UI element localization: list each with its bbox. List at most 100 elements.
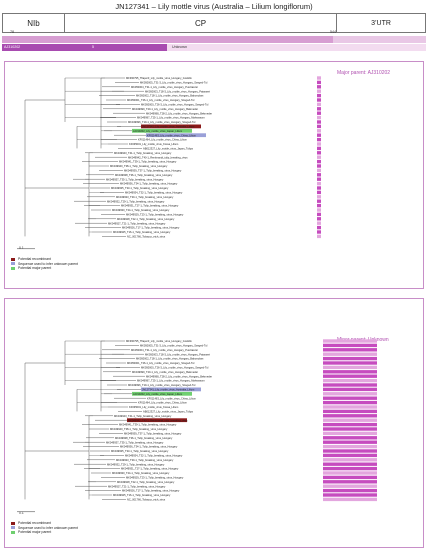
sequence-stripe [323,387,377,392]
taxon-label: MK050000_T26-3_Lily_mottle_virus_Hungary… [141,103,209,107]
taxon-label: MK049999_T20-1_Lily_mottle_virus_Hungary… [132,107,198,111]
parent-bar: AJ310202 5 Unknown [2,44,426,51]
taxon-label: MK050001_T26-1_Lily_mottle_virus_Hungary… [127,98,195,102]
highlight-box [141,387,201,392]
sequence-stripe [317,217,321,221]
legend-item: Potential major parent [11,266,78,271]
taxon-label: MK049931_T27-1_Tulip_breaking_virus_Hung… [121,467,179,471]
taxon-label: MK049997_T25-1_Lily_mottle_virus_Hungary… [137,116,205,120]
recombinant-bar-fill [2,36,333,43]
sequence-stripe [323,449,377,453]
taxon-label: MK049943_T41-1_Tulip_breaking_virus_Hung… [114,414,172,418]
taxon-label: JN127341_Lily_mottle_virus_Australia_Lil… [142,125,194,129]
highlight-box [132,391,192,396]
sequence-stripe [323,422,377,427]
sequence-stripe [317,76,321,80]
sequence-stripe [323,378,377,383]
sequence-stripe [317,208,321,212]
panel-title: Major parent: AJ310202 [337,70,391,76]
taxon-label: KF011463_Lily_mottle_virus_China_Lilium [147,396,196,400]
taxon-label: MK049933_T30-1_Tulip_breaking_virus_Hung… [116,458,174,462]
taxon-label: MK049938_T36-1_Tulip_breaking_virus_Hung… [115,436,173,440]
sequence-stripe [317,151,321,155]
legend-swatch [11,530,15,534]
genome-region-cp: CP [65,14,337,32]
phylogenetic-tree: MF360795_Tflaper3_Lily_mottle_virus_Hung… [17,76,321,250]
sequence-stripe [323,440,377,444]
sequence-stripe [317,181,321,186]
taxon-label: MK049930_T24-1_Tulip_breaking_virus_Hung… [112,208,170,212]
taxon-label: MK049938_T36-1_Tulip_breaking_virus_Hung… [115,173,173,177]
taxon-label: AJ310202_Lily_mottle_virus_Japan_Lilium [133,129,182,133]
legend-swatch [11,521,15,525]
sequence-stripe [317,159,321,164]
figure-title: JN127341 – Lily mottle virus (Australia … [115,2,313,11]
highlight-box [127,418,187,423]
sequence-stripe [323,365,377,370]
sequence-stripe [323,427,377,431]
sequence-stripe [323,392,377,396]
sequence-stripe [323,493,377,497]
taxon-label: MK049940_T38-1_Tulip_breaking_virus_Hung… [110,427,168,431]
taxon-label: MK049928_T22-1_Tulip_breaking_virus_Hung… [117,217,175,221]
taxon-label: AB012327_Lily_mottle_virus_Japan_Tulipa [143,147,193,151]
sequence-stripe [317,225,321,230]
sequence-stripe [317,186,321,190]
legend-swatch [11,526,15,530]
sequence-stripe [317,80,321,85]
legend-item: Potential recombinant [11,257,78,262]
taxon-label: MK049925_T16-1_Tulip_breaking_virus_Hung… [113,493,171,497]
taxon-label: MF360795_Tflaper3_Lily_mottle_virus_Hung… [126,339,192,343]
highlight-box [132,128,192,133]
taxon-label: MK049929_T23-1_Tulip_breaking_virus_Hung… [126,213,184,217]
taxon-label: MK049996_T19-1_Lily_mottle_virus_Hungary… [128,120,196,124]
genome-map: NIb CP 3’UTR [2,13,426,33]
sequence-stripe [323,471,377,475]
taxon-label: MK049935_T33-1_Tulip_breaking_virus_Hung… [111,186,169,190]
taxon-label: KF011463_Lily_mottle_virus_China_Lilium [147,133,196,137]
sequence-stripe [317,164,321,168]
taxon-label: MK049940_T38-1_Tulip_breaking_virus_Hung… [110,164,168,168]
taxon-label: MK049926_T17-1_Tulip_breaking_virus_Hung… [122,489,180,493]
taxon-label: NC_001766_Tobacco_etch_virus [127,498,166,502]
scale-bar-label: 0.1 [19,246,24,250]
legend-swatch [11,266,15,270]
taxon-label: MK049998_T28-2_Lily_mottle_virus_Hungary… [146,111,212,115]
sequence-stripe [317,129,321,133]
highlight-box [146,133,206,138]
taxon-label: MK049932_T29-1_Tulip_breaking_virus_Hung… [107,199,165,203]
sequence-stripe [323,383,377,387]
taxon-label: MK049928_T22-1_Tulip_breaking_virus_Hung… [117,480,175,484]
taxon-label: MK049937_T35-1_Tulip_breaking_virus_Hung… [106,177,164,181]
taxon-label: MK049934_T32-1_Tulip_breaking_virus_Hung… [125,454,183,458]
sequence-stripe [323,370,377,374]
taxon-label: MK050003_T18-3_Lily_mottle_virus_Hungary… [145,352,210,356]
legend-item: Potential recombinant [11,521,78,526]
taxon-label: MK050005_T31-3_Lily_mottle_virus_Hungary… [140,81,208,85]
sequence-stripe [323,356,377,361]
unknown-label: Unknown [172,45,187,49]
legend-item: Sequence used to infer unknown parent [11,262,78,267]
sequence-stripe [323,458,377,462]
taxon-label: MK050004_T31-1_Lily_mottle_virus_Hungary… [131,85,198,89]
taxon-label: MK049935_T33-1_Tulip_breaking_virus_Hung… [111,449,169,453]
sequence-stripe [323,418,377,422]
taxon-label: KF035001_Lily_mottle_virus_Korea_Lilium [129,405,178,409]
taxon-label: JN127341_Lily_mottle_virus_Australia_Lil… [142,388,194,392]
sequence-stripe [317,190,321,195]
sequence-stripe [323,400,377,405]
legend-item: Potential major parent [11,530,78,535]
sequence-stripe [323,453,377,458]
sequence-stripe [317,234,321,239]
sequence-stripe [317,107,321,111]
taxon-label: MK050000_T26-3_Lily_mottle_virus_Hungary… [141,366,209,370]
sequence-stripe [323,462,377,466]
sequence-stripe [317,173,321,177]
taxon-label: MK049934_T32-1_Tulip_breaking_virus_Hung… [125,191,183,195]
sequence-stripe [323,361,377,365]
sequence-stripe [317,98,321,102]
sequence-stripe [317,168,321,173]
taxon-label: MK050005_T31-3_Lily_mottle_virus_Hungary… [140,344,208,348]
sequence-stripe [323,339,377,343]
sequence-stripe [317,146,321,151]
